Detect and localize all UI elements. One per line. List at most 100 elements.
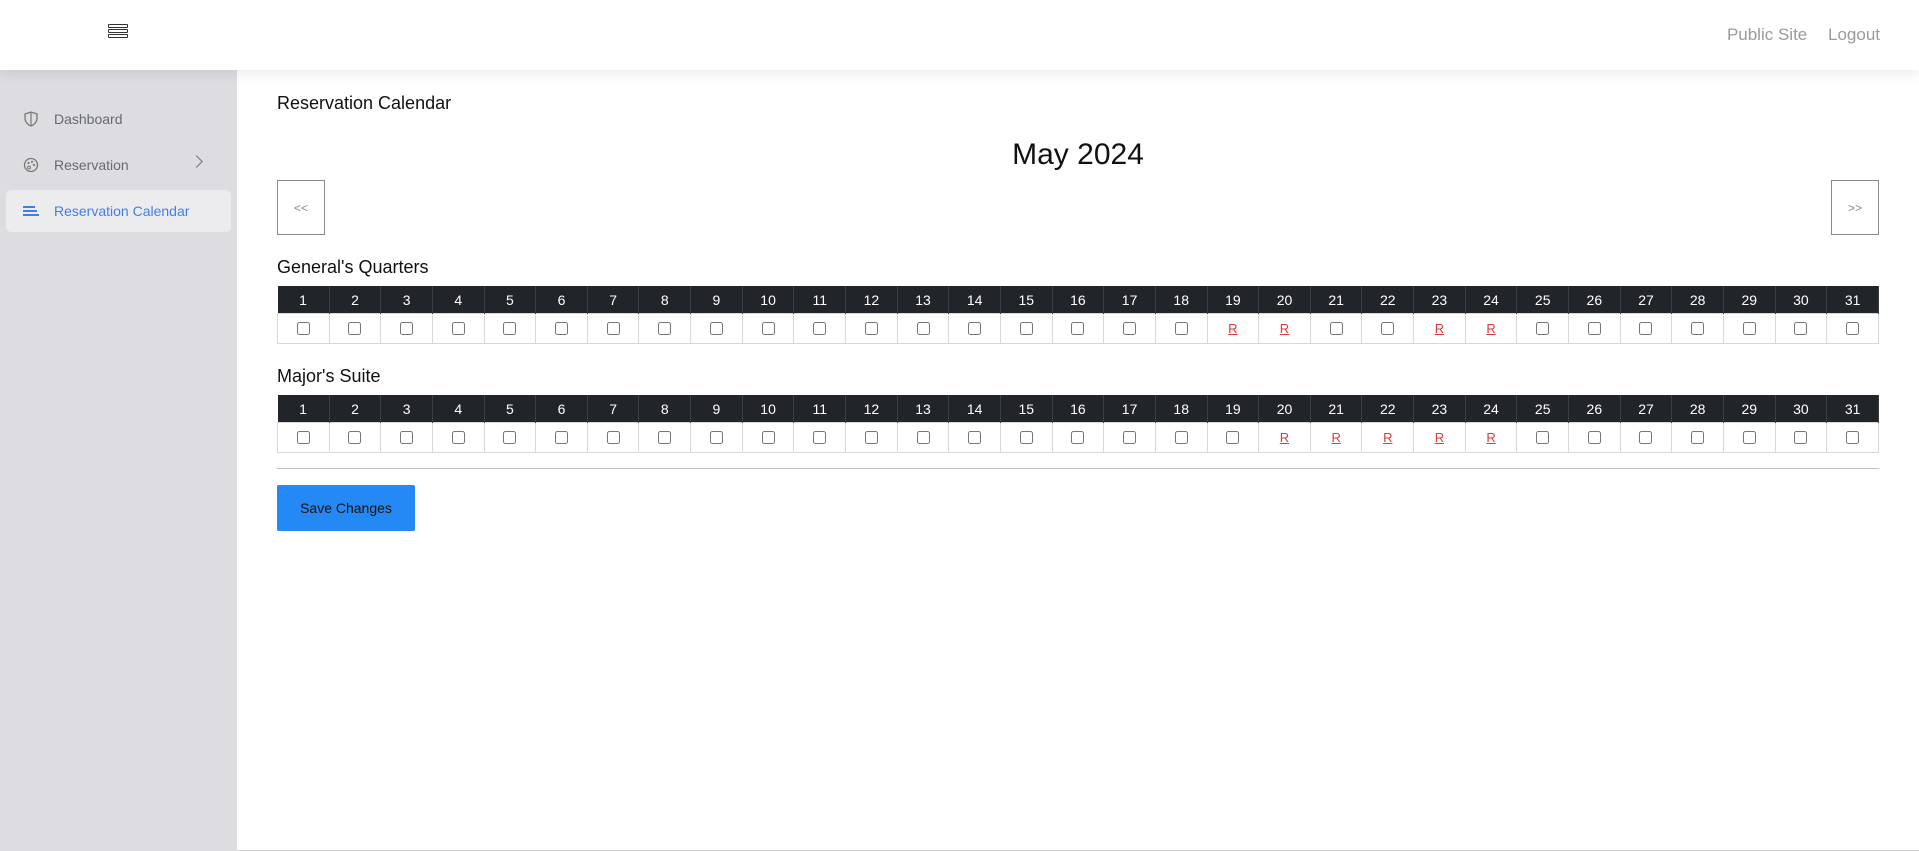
page-title: Reservation Calendar: [277, 93, 452, 113]
day-header: 9: [690, 286, 743, 314]
public-site-link[interactable]: Public Site: [1726, 25, 1808, 44]
day-cell: [431, 422, 485, 453]
day-checkbox[interactable]: [1536, 321, 1550, 335]
logout-link[interactable]: Logout: [1828, 25, 1880, 44]
day-header: 4: [432, 286, 485, 314]
day-checkbox[interactable]: [1019, 430, 1033, 444]
reserved-link[interactable]: R: [1486, 429, 1496, 445]
day-checkbox[interactable]: [1071, 430, 1085, 444]
day-checkbox[interactable]: [1226, 430, 1240, 444]
reserved-link[interactable]: R: [1434, 320, 1445, 336]
day-checkbox[interactable]: [606, 430, 620, 444]
day-checkbox[interactable]: [1846, 321, 1860, 335]
day-checkbox[interactable]: [1846, 430, 1860, 444]
day-checkbox[interactable]: [555, 430, 569, 444]
sidebar-item-reservation-calendar[interactable]: Reservation Calendar: [6, 190, 231, 232]
day-cell: [277, 422, 330, 453]
reserved-link[interactable]: R: [1228, 320, 1238, 336]
day-cell: [741, 422, 795, 453]
day-checkbox[interactable]: [916, 430, 930, 444]
day-checkbox[interactable]: [1794, 321, 1808, 335]
day-cell: [1568, 422, 1621, 453]
shield-icon: [22, 110, 40, 128]
day-cell: [1051, 422, 1105, 453]
day-checkbox[interactable]: [864, 430, 878, 444]
day-cell: [1671, 422, 1724, 453]
day-header: 13: [897, 395, 950, 423]
day-checkbox[interactable]: [968, 430, 982, 444]
day-cell: [328, 422, 382, 453]
next-month-button[interactable]: >>: [1831, 180, 1879, 235]
reserved-link[interactable]: R: [1279, 429, 1290, 445]
day-checkbox[interactable]: [1123, 430, 1137, 444]
reserved-link[interactable]: R: [1331, 429, 1341, 445]
day-checkbox[interactable]: [864, 321, 878, 335]
day-checkbox[interactable]: [916, 321, 930, 335]
day-cell: [896, 313, 950, 344]
day-checkbox[interactable]: [1742, 430, 1756, 444]
day-checkbox[interactable]: [503, 321, 517, 335]
sidebar-item-reservation[interactable]: Reservation: [6, 144, 231, 186]
day-header-row: 1 2 3 4 5 6 7 8 9 10 11 12 13 14 15 16 17 18 19 20 21 22 23 24 2…: [277, 286, 1879, 314]
reserved-link[interactable]: R: [1279, 320, 1290, 336]
hamburger-icon[interactable]: [108, 24, 128, 44]
sidebar-item-dashboard[interactable]: Dashboard: [6, 98, 231, 140]
day-checkbox[interactable]: [606, 321, 620, 335]
day-checkbox[interactable]: [1123, 321, 1137, 335]
day-checkbox[interactable]: [1536, 430, 1550, 444]
day-checkbox[interactable]: [1639, 321, 1653, 335]
day-checkbox[interactable]: [1691, 321, 1705, 335]
day-checkbox[interactable]: [1742, 321, 1756, 335]
day-checkbox[interactable]: [348, 430, 362, 444]
day-checkbox[interactable]: [296, 430, 310, 444]
day-checkbox[interactable]: [296, 321, 310, 335]
sidebar-item-label: Reservation: [54, 157, 129, 173]
day-checkbox[interactable]: [761, 321, 775, 335]
day-checkbox[interactable]: [1794, 430, 1808, 444]
day-checkbox[interactable]: [1587, 321, 1601, 335]
reserved-link[interactable]: R: [1383, 429, 1393, 445]
day-checkbox[interactable]: [658, 430, 672, 444]
day-checkbox[interactable]: [761, 430, 775, 444]
reserved-link[interactable]: R: [1434, 429, 1445, 445]
day-checkbox[interactable]: [1329, 321, 1343, 335]
day-checkbox[interactable]: [348, 321, 362, 335]
day-checkbox[interactable]: [813, 430, 827, 444]
day-checkbox[interactable]: [1174, 321, 1188, 335]
day-checkbox[interactable]: [709, 321, 723, 335]
day-checkbox[interactable]: [1691, 430, 1705, 444]
day-header: 19: [1207, 395, 1260, 423]
room-calendar-table: 1 2 3 4 5 6 7 8 9 10 11 12 13 14 15 16 17 18 19 20 21 22 23 24 2…: [277, 286, 1879, 344]
day-checkbox[interactable]: [451, 430, 465, 444]
day-checkbox[interactable]: [813, 321, 827, 335]
day-header: 15: [1000, 395, 1053, 423]
day-cell: [328, 313, 382, 344]
day-cell: [1516, 422, 1570, 453]
day-checkbox[interactable]: [1639, 430, 1653, 444]
day-checkbox[interactable]: [709, 430, 723, 444]
top-navbar: Public Site Logout: [0, 0, 1919, 70]
day-checkbox[interactable]: [1071, 321, 1085, 335]
day-header: 23: [1413, 286, 1466, 314]
day-checkbox[interactable]: [400, 430, 414, 444]
reserved-link[interactable]: R: [1486, 320, 1496, 336]
day-cell: [1619, 313, 1673, 344]
save-changes-button[interactable]: Save Changes: [277, 485, 415, 531]
day-cell: [1103, 313, 1156, 344]
day-checkbox[interactable]: [1587, 430, 1601, 444]
day-checkbox[interactable]: [400, 321, 414, 335]
day-cell: [1361, 313, 1415, 344]
day-checkbox[interactable]: [658, 321, 672, 335]
day-checkbox[interactable]: [1174, 430, 1188, 444]
day-checkbox[interactable]: [451, 321, 465, 335]
day-checkbox[interactable]: [1381, 321, 1395, 335]
day-cell: [1826, 422, 1879, 453]
day-checkbox[interactable]: [1019, 321, 1033, 335]
day-cell: [380, 313, 433, 344]
day-checkbox[interactable]: [968, 321, 982, 335]
day-header: 12: [845, 286, 898, 314]
prev-month-button[interactable]: <<: [277, 180, 325, 235]
day-checkbox[interactable]: [503, 430, 517, 444]
day-checkbox[interactable]: [555, 321, 569, 335]
